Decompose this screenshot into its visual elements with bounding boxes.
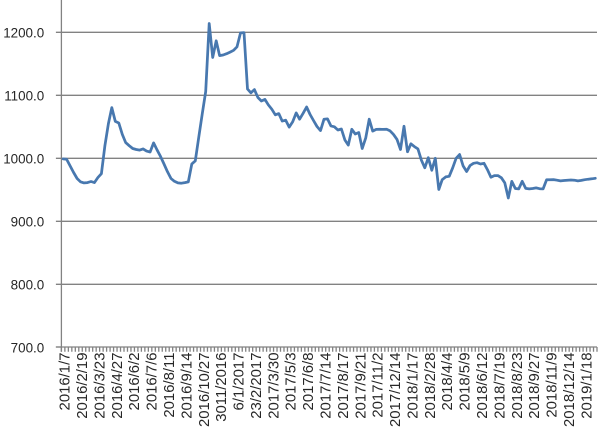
svg-text:2016/1/7: 2016/1/7 (58, 353, 74, 411)
svg-text:2018/7/19: 2018/7/19 (492, 353, 508, 419)
svg-text:2017/11/2: 2017/11/2 (371, 353, 387, 418)
svg-text:1100.0: 1100.0 (4, 89, 44, 104)
svg-text:2016/9/14: 2016/9/14 (179, 353, 195, 419)
svg-text:2018/4/4: 2018/4/4 (440, 353, 456, 411)
svg-text:2016/7/6: 2016/7/6 (145, 353, 161, 411)
svg-text:2017/3/30: 2017/3/30 (266, 353, 282, 419)
svg-text:1200.0: 1200.0 (3, 26, 44, 41)
svg-text:2017/8/17: 2017/8/17 (336, 353, 352, 419)
svg-text:2017/12/14: 2017/12/14 (388, 353, 404, 428)
svg-text:2017/5/3: 2017/5/3 (284, 353, 300, 411)
svg-text:2018/6/12: 2018/6/12 (475, 353, 491, 419)
svg-text:900.0: 900.0 (11, 215, 45, 230)
svg-text:3011/2016: 3011/2016 (214, 353, 230, 422)
svg-text:2016/3/23: 2016/3/23 (92, 353, 108, 419)
svg-text:2018/11/9: 2018/11/9 (545, 353, 561, 418)
svg-text:2016/2/19: 2016/2/19 (75, 353, 91, 419)
svg-text:2016/6/2: 2016/6/2 (127, 353, 143, 411)
svg-text:700.0: 700.0 (11, 340, 45, 355)
svg-text:2017/6/8: 2017/6/8 (301, 353, 317, 411)
svg-text:800.0: 800.0 (11, 278, 45, 293)
svg-text:2018/5/9: 2018/5/9 (458, 353, 474, 411)
svg-text:23/2/2017: 23/2/2017 (249, 353, 265, 419)
svg-text:2016/4/27: 2016/4/27 (110, 353, 126, 419)
svg-text:2019/1/18: 2019/1/18 (579, 353, 595, 419)
svg-text:2018/9/27: 2018/9/27 (527, 353, 543, 419)
svg-text:6/1/2017: 6/1/2017 (232, 353, 248, 411)
svg-text:2017/9/21: 2017/9/21 (353, 353, 369, 419)
svg-text:2018/2/28: 2018/2/28 (423, 353, 439, 419)
svg-text:2016/10/27: 2016/10/27 (197, 353, 213, 428)
svg-text:2017/7/14: 2017/7/14 (319, 353, 335, 419)
svg-text:2016/8/11: 2016/8/11 (162, 353, 178, 418)
svg-text:2018/8/23: 2018/8/23 (510, 353, 526, 419)
svg-text:2018/1/17: 2018/1/17 (405, 353, 421, 419)
svg-text:2018/12/14: 2018/12/14 (562, 353, 578, 428)
svg-text:1000.0: 1000.0 (3, 152, 44, 167)
